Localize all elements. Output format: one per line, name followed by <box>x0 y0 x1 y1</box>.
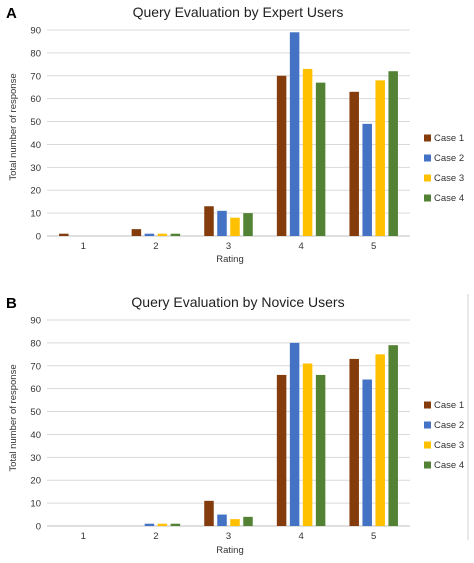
x-tick-label: 3 <box>226 241 231 252</box>
legend-entry: Case 2 <box>434 420 464 431</box>
bar-case-4-rating-2 <box>170 523 181 526</box>
x-axis-label: Rating <box>216 254 243 265</box>
x-axis-label: Rating <box>216 545 243 556</box>
bar-case-1-rating-5 <box>349 91 359 236</box>
bar-case-3-rating-3 <box>230 519 240 526</box>
y-tick-label: 30 <box>30 163 41 174</box>
x-tick-label: 4 <box>298 241 303 252</box>
bar-case-4-rating-3 <box>243 516 253 526</box>
legend-swatch <box>424 441 431 449</box>
bar-case-2-rating-4 <box>289 32 300 237</box>
bar-case-4-rating-2 <box>170 233 181 236</box>
legend-entry: Case 3 <box>434 440 464 451</box>
bar-case-2-rating-3 <box>217 514 227 526</box>
bar-case-4-rating-3 <box>243 213 253 236</box>
legend-entry: Case 1 <box>434 133 464 144</box>
chart-title: Query Evaluation by Novice Users <box>131 294 344 310</box>
bar-case-1-rating-3 <box>204 500 214 526</box>
bar-case-1-rating-3 <box>204 206 214 236</box>
bar-case-4-rating-5 <box>388 345 398 526</box>
bar-case-2-rating-3 <box>217 210 227 236</box>
bar-case-3-rating-2 <box>157 233 168 236</box>
bar-case-1-rating-1 <box>59 233 69 236</box>
x-tick-label: 1 <box>81 241 86 252</box>
bar-case-2-rating-2 <box>144 523 155 526</box>
panel-letter: A <box>6 5 17 22</box>
y-tick-label: 40 <box>30 430 41 441</box>
bar-case-1-rating-4 <box>276 374 287 526</box>
bar-case-2-rating-5 <box>362 123 372 236</box>
legend-entry: Case 3 <box>434 173 464 184</box>
y-axis-label: Total number of response <box>8 364 19 471</box>
y-tick-label: 60 <box>30 94 41 105</box>
y-tick-label: 50 <box>30 407 41 418</box>
bar-case-1-rating-5 <box>349 358 359 526</box>
x-tick-label: 4 <box>298 531 303 542</box>
bar-case-2-rating-4 <box>289 342 300 526</box>
y-tick-label: 80 <box>30 48 41 59</box>
y-tick-label: 70 <box>30 361 41 372</box>
bar-case-3-rating-4 <box>302 68 313 237</box>
y-tick-label: 0 <box>36 522 41 533</box>
x-tick-label: 1 <box>81 531 86 542</box>
legend-swatch <box>424 461 431 469</box>
bar-case-3-rating-4 <box>302 363 313 526</box>
y-tick-label: 80 <box>30 338 41 349</box>
y-tick-label: 20 <box>30 186 41 197</box>
legend-swatch <box>424 194 431 202</box>
x-tick-label: 3 <box>226 531 231 542</box>
y-tick-label: 90 <box>30 26 41 37</box>
y-axis-label: Total number of response <box>8 73 19 180</box>
y-tick-label: 30 <box>30 453 41 464</box>
y-tick-label: 10 <box>30 209 41 220</box>
legend-swatch <box>424 134 431 142</box>
bar-case-4-rating-4 <box>315 82 326 237</box>
bar-case-3-rating-5 <box>375 354 385 526</box>
bar-case-2-rating-2 <box>144 233 155 236</box>
legend-swatch <box>424 174 431 182</box>
bar-case-3-rating-2 <box>157 523 168 526</box>
bar-case-4-rating-4 <box>315 374 326 526</box>
legend-entry: Case 4 <box>434 460 464 471</box>
x-tick-label: 2 <box>153 531 158 542</box>
chart-panel-a: A Query Evaluation by Expert Users Total… <box>6 4 464 265</box>
bar-case-1-rating-4 <box>276 75 287 237</box>
panel-letter: B <box>6 295 17 312</box>
y-tick-label: 50 <box>30 117 41 128</box>
x-tick-label: 2 <box>153 241 158 252</box>
y-tick-label: 0 <box>36 232 41 243</box>
chart-panel-b: B Query Evaluation by Novice Users Total… <box>6 294 464 556</box>
y-tick-label: 40 <box>30 140 41 151</box>
x-tick-label: 5 <box>371 241 376 252</box>
bar-case-2-rating-5 <box>362 379 372 526</box>
legend-swatch <box>424 401 431 409</box>
bar-case-3-rating-3 <box>230 217 240 236</box>
legend-swatch <box>424 154 431 162</box>
legend-swatch <box>424 421 431 429</box>
chart-title: Query Evaluation by Expert Users <box>133 4 344 20</box>
legend-entry: Case 4 <box>434 193 464 204</box>
y-tick-label: 20 <box>30 476 41 487</box>
legend-entry: Case 1 <box>434 400 464 411</box>
x-tick-label: 5 <box>371 531 376 542</box>
bar-case-3-rating-5 <box>375 80 385 236</box>
y-tick-label: 70 <box>30 71 41 82</box>
bar-case-1-rating-2 <box>131 229 142 236</box>
y-tick-label: 60 <box>30 384 41 395</box>
bar-case-4-rating-5 <box>388 71 398 236</box>
y-tick-label: 10 <box>30 499 41 510</box>
y-tick-label: 90 <box>30 316 41 327</box>
legend-entry: Case 2 <box>434 153 464 164</box>
